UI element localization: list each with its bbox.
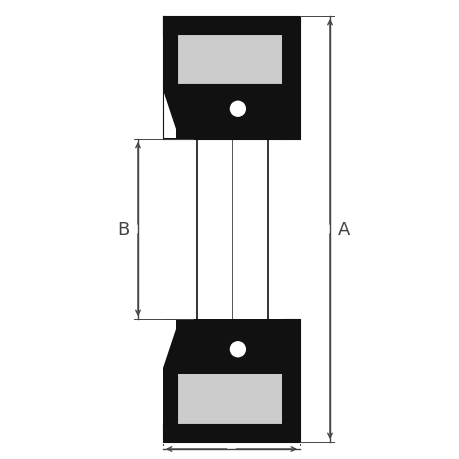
Polygon shape — [162, 85, 281, 140]
Polygon shape — [162, 424, 299, 442]
Polygon shape — [177, 374, 281, 424]
Text: B: B — [118, 220, 130, 239]
Polygon shape — [162, 320, 176, 368]
Polygon shape — [162, 374, 177, 424]
Circle shape — [229, 341, 246, 358]
Polygon shape — [183, 37, 275, 49]
Circle shape — [229, 101, 246, 118]
Polygon shape — [281, 35, 299, 140]
Polygon shape — [177, 35, 281, 85]
Polygon shape — [162, 319, 281, 374]
Polygon shape — [162, 17, 299, 35]
Polygon shape — [162, 91, 176, 139]
Polygon shape — [183, 410, 275, 422]
Polygon shape — [162, 35, 177, 85]
Text: A: A — [337, 220, 350, 239]
Polygon shape — [281, 319, 299, 424]
